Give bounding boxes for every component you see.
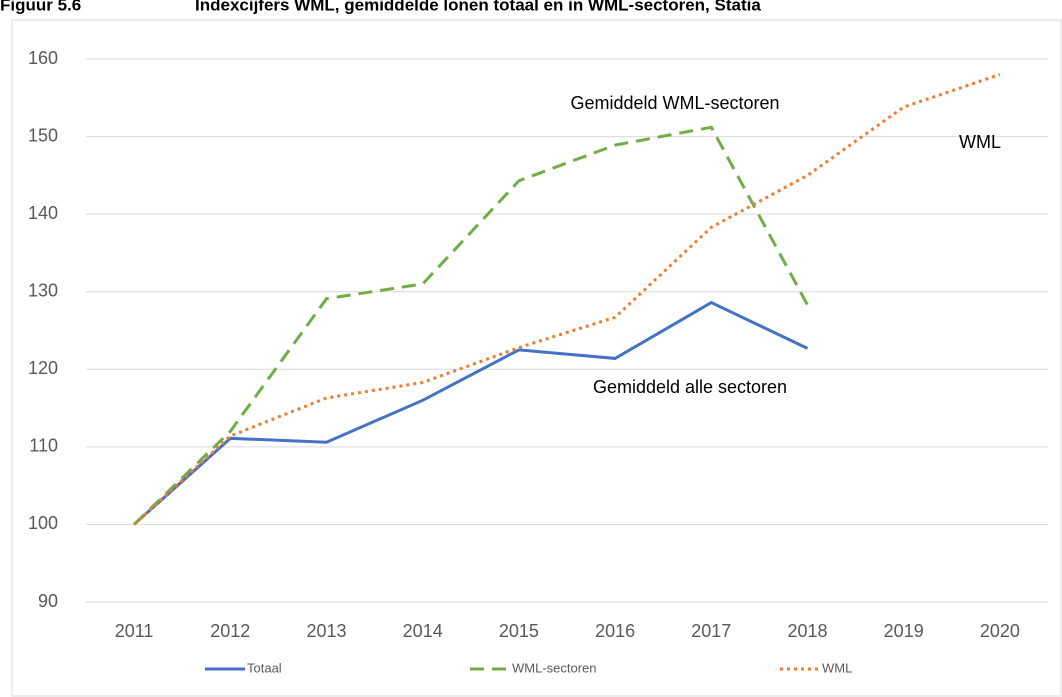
chart-title: Figuur 5.6 [0, 0, 81, 14]
x-tick-label: 2012 [210, 621, 250, 641]
x-tick-label: 2020 [980, 621, 1020, 641]
y-tick-label: 130 [28, 280, 58, 300]
annotation: Gemiddeld WML-sectoren [570, 93, 779, 113]
x-tick-label: 2013 [306, 621, 346, 641]
y-tick-label: 120 [28, 358, 58, 378]
legend-label: WML-sectoren [512, 660, 597, 675]
annotation: WML [959, 132, 1001, 152]
chart-subtitle: Indexcijfers WML, gemiddelde lonen totaa… [195, 0, 761, 14]
line-series [133, 300, 809, 526]
x-tick-label: 2014 [403, 621, 443, 641]
x-tick-label: 2016 [595, 621, 635, 641]
line-series [133, 73, 1001, 526]
y-tick-label: 100 [28, 513, 58, 533]
y-tick-label: 110 [29, 436, 58, 456]
x-tick-label: 2015 [499, 621, 539, 641]
y-tick-label: 90 [38, 591, 58, 611]
legend-label: WML [822, 660, 852, 675]
y-tick-label: 140 [28, 203, 58, 223]
y-tick-label: 160 [28, 48, 58, 68]
y-tick-label: 150 [28, 125, 58, 145]
legend-label: Totaal [247, 660, 282, 675]
chart-frame [11, 19, 1062, 697]
x-tick-label: 2018 [787, 621, 827, 641]
annotation: Gemiddeld alle sectoren [593, 377, 787, 397]
x-tick-label: 2019 [884, 621, 924, 641]
line-series [133, 125, 809, 526]
x-tick-label: 2017 [691, 621, 731, 641]
x-tick-label: 2011 [115, 621, 154, 641]
